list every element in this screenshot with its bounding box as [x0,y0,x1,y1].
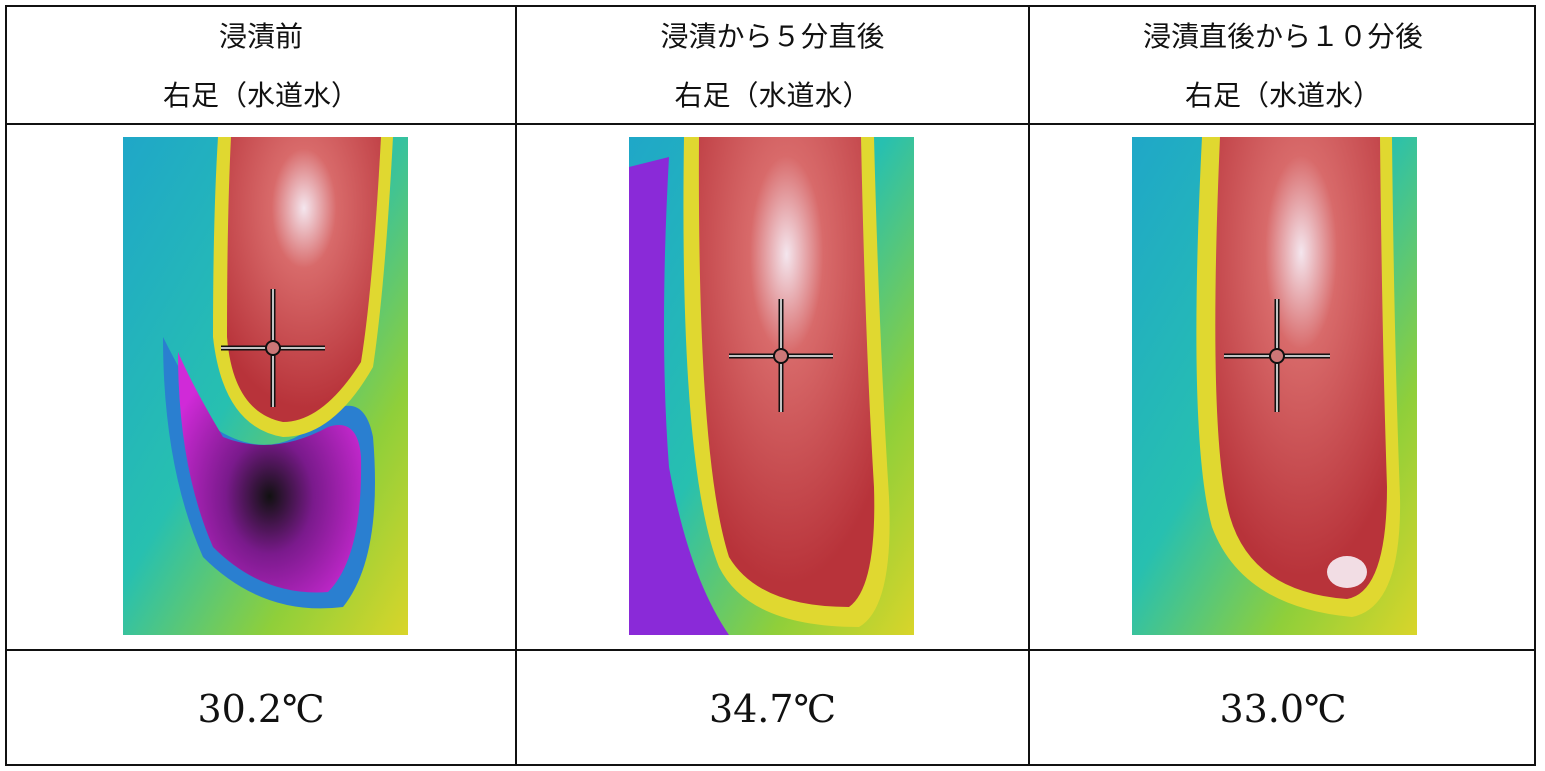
table-border [5,5,1536,766]
header-text: 浸漬直後から１０分後 [1142,20,1423,53]
column-divider [515,5,517,766]
temperature-value: 34.7℃ [708,686,837,731]
header-text: 浸漬前 [218,20,303,53]
column-divider [1028,5,1030,766]
thermal-image [1132,137,1417,635]
header-text: 右足（水道水） [1184,79,1381,112]
header-text: 右足（水道水） [162,79,359,112]
row-divider [5,123,1536,125]
temperature-value: 30.2℃ [197,686,325,731]
thermal-image [123,137,408,635]
row-divider [5,649,1536,651]
temperature-value: 33.0℃ [1219,686,1347,731]
header-text: 右足（水道水） [674,79,871,112]
header-text: 浸漬から５分直後 [660,20,885,53]
thermal-image [629,137,914,635]
